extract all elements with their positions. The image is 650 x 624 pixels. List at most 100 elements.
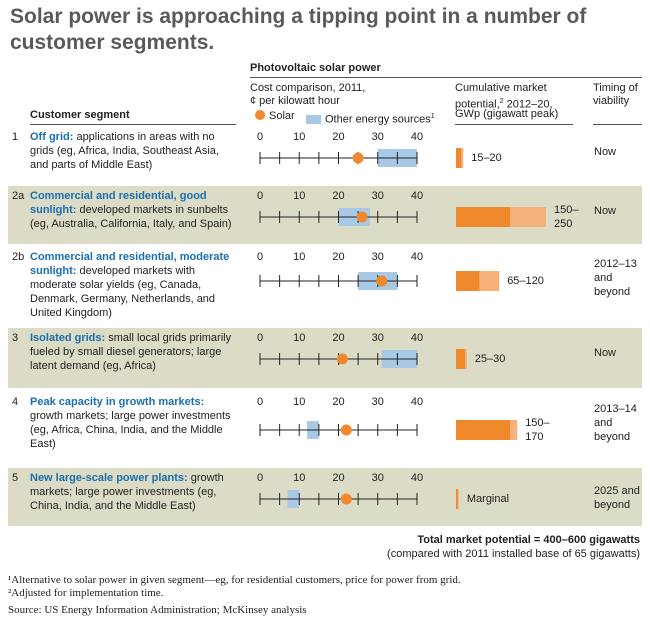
segment-detail: small local grids primarily fueled by sm…	[30, 332, 232, 372]
potential-label: Marginal	[466, 493, 510, 505]
tick-label: 30	[372, 332, 384, 344]
solar-point	[376, 275, 388, 287]
source-note: Source: US Energy Information Administra…	[8, 604, 307, 616]
potential-bar-high	[465, 349, 467, 369]
timing-header-1: Timing of	[593, 82, 638, 94]
segment-detail: growth markets; large power investments …	[30, 410, 231, 450]
segment-description: Peak capacity in growth markets: growth …	[30, 395, 240, 451]
tick-label: 40	[411, 396, 423, 408]
timing-value: 2013–14 and beyond	[594, 403, 637, 443]
tick-label: 40	[411, 251, 423, 263]
segment-lead: Commercial and residential, moderate sun…	[30, 251, 230, 277]
tick-label: 10	[293, 332, 305, 344]
potential-bar-low	[456, 271, 480, 291]
total-line-2: (compared with 2011 installed base of 65…	[387, 548, 640, 560]
solar-point	[340, 493, 352, 505]
potential-header-rule	[455, 124, 573, 125]
segment-number: 5	[12, 472, 19, 484]
potential-header-2: potential,2 2012–20,	[455, 95, 553, 112]
potential-label: 15–20	[471, 152, 502, 164]
tick-label: 0	[257, 332, 263, 344]
legend-other-swatch	[306, 114, 321, 124]
header-rule	[250, 77, 642, 78]
solar-point	[352, 152, 364, 164]
footnote-2: ²Adjusted for implementation time.	[8, 587, 164, 599]
legend-solar: Solar	[255, 110, 295, 123]
tick-label: 40	[411, 131, 423, 143]
segment-number: 3	[12, 332, 19, 344]
segment-row: 1 Off grid: applications in areas with no…	[8, 127, 642, 182]
timing-header-rule	[593, 124, 642, 125]
footnote-1: ¹Alternative to solar power in given seg…	[8, 574, 461, 586]
segment-lead: Commercial and residential, good sunligh…	[30, 190, 207, 216]
segment-row: 2b Commercial and residential, moderate s…	[8, 247, 642, 325]
potential-bar-high	[510, 207, 546, 227]
tick-label: 40	[411, 472, 423, 484]
potential-bar-high	[457, 489, 459, 509]
legend-other-sup: 1	[430, 113, 435, 120]
segment-lead: New large-scale power plants:	[30, 472, 188, 484]
segment-description: Commercial and residential, moderate sun…	[30, 250, 240, 320]
segment-row: 3 Isolated grids: small local grids prima…	[8, 328, 642, 388]
potential-header-sup: 2	[499, 98, 504, 105]
potential-bar-low	[456, 148, 462, 168]
potential-bar-low	[456, 420, 510, 440]
segment-lead: Peak capacity in growth markets:	[30, 396, 205, 408]
potential-header-2a: potential,	[455, 98, 500, 111]
potential-header-2b: 2012–20,	[503, 98, 553, 111]
legend-solar-dot	[255, 110, 265, 120]
tick-label: 30	[372, 396, 384, 408]
legend-other-label: Other energy sources	[325, 113, 431, 126]
potential-label: 150– 170	[525, 417, 550, 443]
segment-row: 4 Peak capacity in growth markets: growth…	[8, 392, 642, 464]
timing-value: 2012–13 and beyond	[594, 258, 637, 298]
tick-label: 20	[332, 190, 344, 202]
segment-header: Customer segment	[30, 109, 130, 121]
tick-label: 10	[293, 251, 305, 263]
tick-label: 30	[372, 472, 384, 484]
solar-point	[356, 211, 368, 223]
timing-value: 2025 and beyond	[594, 485, 640, 511]
total-potential: Total market potential = 400–600 gigawat…	[387, 533, 640, 561]
segment-description: New large-scale power plants: growth mar…	[30, 471, 240, 513]
potential-header-1: Cumulative market	[455, 82, 547, 94]
segment-row: 5 New large-scale power plants: growth ma…	[8, 468, 642, 526]
tick-label: 0	[257, 190, 263, 202]
tick-label: 0	[257, 131, 263, 143]
potential-bar-high	[461, 148, 464, 168]
potential-bar-low	[456, 207, 510, 227]
tick-label: 40	[411, 190, 423, 202]
tick-label: 20	[332, 251, 344, 263]
tick-label: 30	[372, 251, 384, 263]
tick-label: 10	[293, 396, 305, 408]
cost-header-2: ¢ per kilowatt hour	[250, 95, 340, 107]
timing-value: Now	[594, 146, 617, 158]
tick-label: 20	[332, 332, 344, 344]
total-line-1: Total market potential = 400–600 gigawat…	[417, 534, 640, 546]
potential-bar-high	[479, 271, 500, 291]
solar-point	[340, 424, 352, 436]
potential-label: 150– 250	[554, 204, 579, 230]
tick-label: 20	[332, 472, 344, 484]
tick-label: 0	[257, 251, 263, 263]
segment-description: Commercial and residential, good sunligh…	[30, 189, 240, 231]
timing-value: Now	[594, 347, 617, 359]
tick-label: 30	[372, 131, 384, 143]
tick-label: 20	[332, 396, 344, 408]
potential-header-3: GWp (gigawatt peak)	[455, 108, 559, 120]
segment-detail: developed markets with moderate solar yi…	[30, 265, 216, 319]
segment-header-rule	[30, 124, 236, 125]
tick-label: 0	[257, 472, 263, 484]
chart-title: Solar power is approaching a tipping poi…	[10, 5, 587, 54]
segment-number: 4	[12, 396, 19, 408]
segment-detail: applications in areas with no grids (eg,…	[30, 131, 219, 171]
tick-label: 40	[411, 332, 423, 344]
tick-label: 30	[372, 190, 384, 202]
potential-label: 25–30	[474, 353, 506, 365]
legend-solar-label: Solar	[269, 110, 295, 122]
segment-detail: growth markets; large power investments …	[30, 472, 224, 512]
segment-description: Isolated grids: small local grids primar…	[30, 331, 240, 373]
cost-header-1: Cost comparison, 2011,	[250, 82, 366, 94]
tick-label: 10	[293, 190, 305, 202]
